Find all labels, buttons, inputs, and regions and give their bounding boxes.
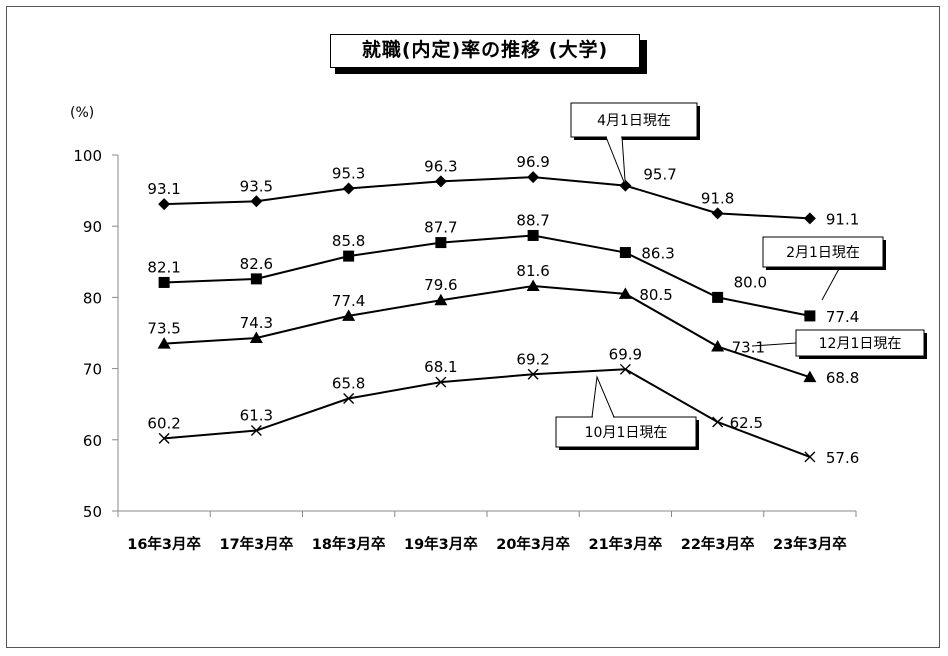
data-label: 96.9 bbox=[516, 153, 549, 171]
marker-triangle bbox=[249, 331, 263, 343]
marker-cross bbox=[250, 425, 262, 437]
callout-box bbox=[795, 329, 925, 357]
series-line bbox=[164, 285, 811, 379]
data-label: 95.3 bbox=[332, 164, 365, 182]
data-label: 77.4 bbox=[826, 308, 859, 326]
marker-square bbox=[527, 229, 539, 241]
marker-diamond bbox=[250, 195, 263, 208]
data-label: 65.8 bbox=[332, 375, 365, 393]
marker-triangle bbox=[618, 287, 632, 299]
data-label: 79.6 bbox=[424, 276, 457, 294]
x-tick-label: 21年3月卒 bbox=[588, 535, 662, 553]
series-line bbox=[164, 176, 810, 220]
y-tick-label: 70 bbox=[83, 361, 102, 379]
marker-diamond bbox=[527, 171, 540, 184]
callout-box bbox=[570, 102, 698, 138]
x-tick-label: 18年3月卒 bbox=[312, 535, 386, 553]
data-label: 68.1 bbox=[424, 358, 457, 376]
data-label: 62.5 bbox=[730, 414, 763, 432]
marker-triangle bbox=[711, 340, 725, 352]
y-tick-label: 80 bbox=[83, 289, 102, 307]
data-label: 68.8 bbox=[826, 369, 859, 387]
data-label: 82.1 bbox=[147, 258, 180, 276]
marker-diamond bbox=[434, 175, 447, 188]
data-label: 80.5 bbox=[639, 286, 672, 304]
marker-square bbox=[343, 250, 355, 262]
series-callout-label: 10月1日現在 bbox=[585, 425, 668, 441]
x-tick-label: 22年3月卒 bbox=[681, 535, 755, 553]
marker-square bbox=[804, 310, 816, 322]
marker-triangle bbox=[434, 293, 448, 306]
data-label: 57.6 bbox=[826, 449, 859, 467]
data-label: 69.9 bbox=[609, 345, 642, 363]
x-tick-label: 23年3月卒 bbox=[773, 535, 847, 553]
marker-triangle bbox=[526, 279, 540, 292]
x-tick-label: 16年3月卒 bbox=[127, 535, 201, 553]
data-label: 73.1 bbox=[732, 339, 765, 357]
callout-leader bbox=[751, 342, 797, 347]
chart-frame bbox=[6, 6, 940, 648]
data-label: 86.3 bbox=[641, 245, 674, 263]
data-label: 69.2 bbox=[516, 350, 549, 368]
marker-triangle bbox=[803, 370, 817, 383]
marker-cross bbox=[619, 363, 631, 375]
marker-square bbox=[250, 273, 262, 285]
marker-square bbox=[619, 247, 631, 259]
chart-title: 就職(内定)率の推移 (大学) bbox=[330, 34, 640, 68]
callout-pointer bbox=[605, 136, 626, 186]
marker-diamond bbox=[803, 212, 816, 225]
marker-triangle bbox=[157, 337, 171, 349]
marker-cross bbox=[343, 393, 355, 404]
data-label: 85.8 bbox=[332, 232, 365, 250]
marker-cross bbox=[435, 376, 447, 388]
data-label: 87.7 bbox=[424, 219, 457, 237]
data-label: 77.4 bbox=[332, 292, 365, 310]
data-label: 60.2 bbox=[147, 414, 180, 432]
y-tick-label: 60 bbox=[83, 432, 102, 450]
data-label: 88.7 bbox=[516, 211, 549, 229]
marker-cross bbox=[804, 451, 816, 463]
data-label: 82.6 bbox=[240, 255, 273, 273]
x-tick-label: 17年3月卒 bbox=[219, 535, 293, 553]
y-tick-label: 90 bbox=[83, 218, 102, 236]
marker-diamond bbox=[342, 182, 355, 195]
callout-box bbox=[555, 416, 697, 448]
data-label: 93.5 bbox=[240, 177, 273, 195]
marker-cross bbox=[712, 416, 724, 428]
callout-leader bbox=[821, 266, 841, 301]
data-label: 91.1 bbox=[826, 210, 859, 228]
data-label: 91.8 bbox=[701, 189, 734, 207]
data-label: 93.1 bbox=[147, 180, 180, 198]
data-label: 95.7 bbox=[643, 166, 676, 184]
marker-diamond bbox=[158, 198, 171, 211]
y-tick-label: 100 bbox=[73, 147, 102, 165]
data-label: 80.0 bbox=[734, 273, 767, 291]
data-label: 73.5 bbox=[147, 320, 180, 338]
data-label: 96.3 bbox=[424, 157, 457, 175]
marker-diamond bbox=[711, 207, 724, 220]
data-label: 61.3 bbox=[240, 407, 273, 425]
marker-square bbox=[158, 276, 170, 288]
x-tick-label: 19年3月卒 bbox=[404, 535, 478, 553]
data-label: 74.3 bbox=[240, 314, 273, 332]
marker-square bbox=[435, 237, 447, 249]
x-tick-label: 20年3月卒 bbox=[496, 535, 570, 553]
marker-cross bbox=[158, 432, 170, 444]
callout-pointer bbox=[591, 375, 615, 418]
series-callout-label: 2月1日現在 bbox=[786, 245, 860, 261]
data-label: 81.6 bbox=[516, 262, 549, 280]
marker-cross bbox=[527, 368, 539, 380]
callout-box bbox=[762, 236, 884, 268]
series-line bbox=[164, 234, 811, 317]
marker-triangle bbox=[342, 309, 356, 321]
series-callout-label: 12月1日現在 bbox=[819, 336, 902, 352]
series-callout-label: 4月1日現在 bbox=[597, 113, 671, 129]
y-tick-label: 50 bbox=[83, 503, 102, 521]
y-axis-unit: (%) bbox=[70, 105, 94, 121]
marker-square bbox=[712, 291, 724, 303]
series-line bbox=[164, 368, 811, 458]
